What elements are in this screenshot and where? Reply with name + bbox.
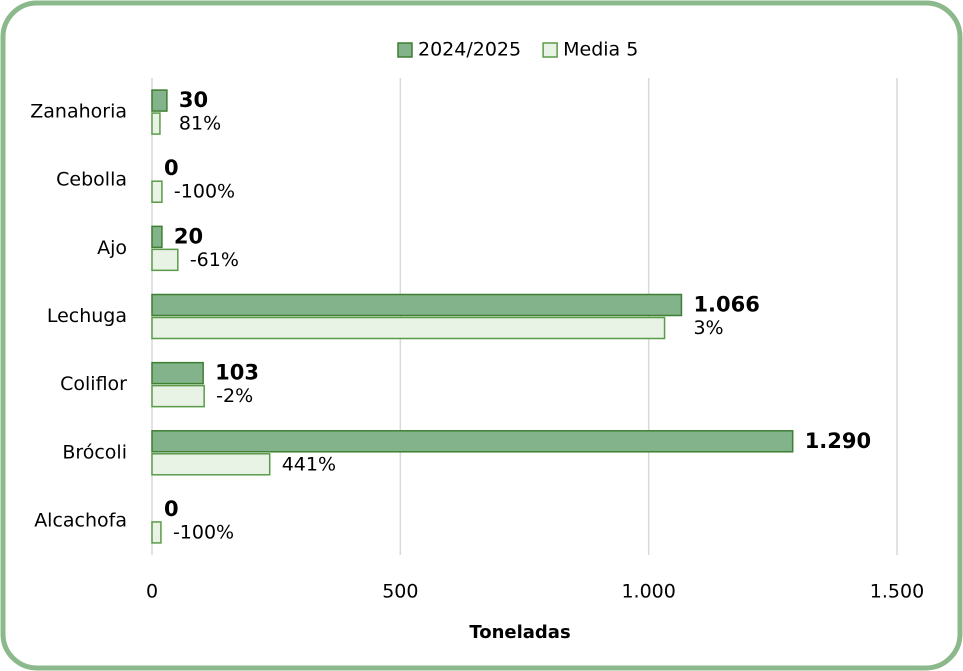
bar (151, 293, 683, 317)
change-label: 3% (693, 317, 723, 339)
y-tick-label: Coliflor (60, 373, 127, 395)
bar (151, 361, 204, 385)
data-label: 20 (174, 224, 203, 248)
bar (151, 180, 163, 203)
data-label: 0 (164, 156, 179, 180)
y-tick-label: Brócoli (62, 441, 127, 463)
x-tick-label: 0 (146, 581, 158, 603)
change-label: -2% (216, 385, 253, 407)
data-label: 30 (179, 88, 208, 112)
legend-label: 2024/2025 (418, 39, 521, 61)
legend-label: Media 5 (563, 39, 638, 61)
legend-swatch (542, 42, 558, 58)
data-label: 1.066 (693, 293, 759, 317)
change-label: -100% (174, 181, 235, 203)
bar (151, 112, 161, 135)
bar (151, 316, 666, 340)
bar (151, 248, 179, 272)
data-label: 1.290 (805, 429, 871, 453)
bar (151, 225, 163, 249)
x-tick-label: 1.000 (621, 581, 675, 603)
data-label: 103 (215, 361, 259, 385)
data-label: 0 (164, 497, 179, 521)
change-label: -61% (190, 249, 239, 271)
change-label: -100% (173, 521, 234, 543)
bar (151, 89, 168, 112)
legend-swatch (397, 42, 413, 58)
y-tick-label: Lechuga (47, 305, 127, 327)
bar (151, 453, 271, 476)
bar (151, 521, 162, 544)
y-tick-label: Zanahoria (30, 101, 127, 123)
y-tick-label: Cebolla (56, 169, 127, 191)
x-tick-label: 500 (382, 581, 418, 603)
bar (151, 384, 205, 408)
change-label: 81% (179, 113, 221, 135)
x-axis-title: Toneladas (469, 622, 570, 643)
y-tick-label: Alcachofa (34, 509, 127, 531)
change-label: 441% (282, 453, 336, 475)
y-tick-label: Ajo (97, 237, 127, 259)
bar (151, 430, 794, 453)
x-tick-label: 1.500 (870, 581, 924, 603)
